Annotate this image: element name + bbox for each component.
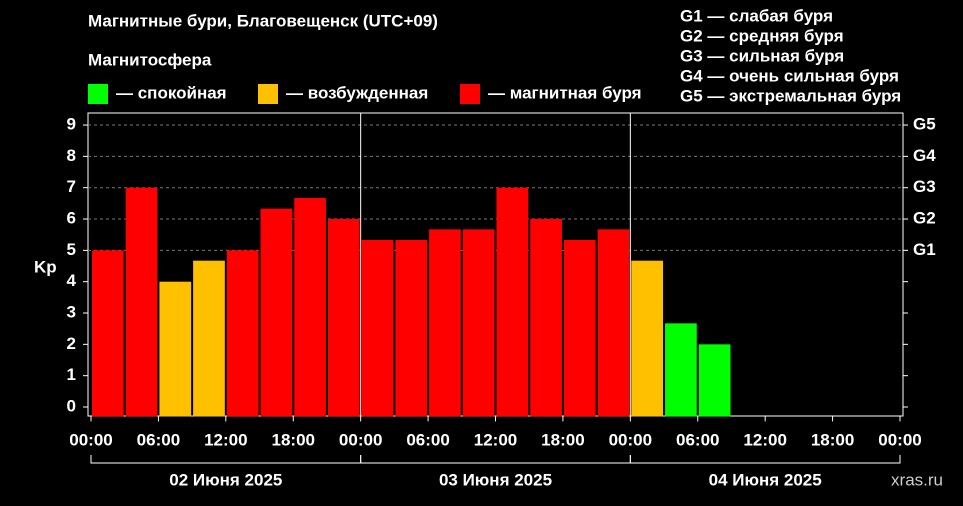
legend-label: — возбужденная bbox=[286, 83, 428, 102]
plot-frame bbox=[87, 112, 904, 417]
day-label: 03 Июня 2025 bbox=[439, 470, 552, 489]
bar bbox=[698, 344, 731, 417]
y-tick-label: 7 bbox=[67, 177, 76, 196]
bar bbox=[159, 281, 192, 417]
bar bbox=[429, 229, 461, 417]
x-tick-label: 12:00 bbox=[743, 430, 786, 449]
x-tick-label: 12:00 bbox=[204, 430, 247, 449]
scale-legend-item: G4 — очень сильная буря bbox=[680, 66, 899, 85]
y-tick-label: 3 bbox=[67, 302, 76, 321]
chart-subtitle: Магнитосфера bbox=[88, 50, 212, 69]
y2-tick-label: G3 bbox=[913, 177, 936, 196]
y-tick-label: 0 bbox=[67, 396, 76, 415]
scale-legend-item: G3 — сильная буря bbox=[680, 46, 844, 65]
day-bracket bbox=[629, 455, 901, 464]
x-tick-label: 18:00 bbox=[272, 430, 315, 449]
chart-title: Магнитные бури, Благовещенск (UTC+09) bbox=[88, 11, 438, 30]
bar bbox=[462, 229, 495, 417]
legend-swatch bbox=[258, 84, 278, 104]
legend-label: — спокойная bbox=[116, 83, 227, 102]
scale-legend-item: G1 — слабая буря bbox=[680, 6, 833, 25]
bar bbox=[226, 250, 259, 417]
x-tick-label: 00:00 bbox=[69, 430, 112, 449]
bar bbox=[395, 240, 428, 417]
bar bbox=[294, 198, 326, 417]
bar bbox=[665, 323, 697, 417]
x-tick-label: 00:00 bbox=[878, 430, 921, 449]
y-tick-label: 9 bbox=[67, 115, 76, 134]
scale-legend-item: G5 — экстремальная буря bbox=[680, 86, 901, 105]
bar bbox=[530, 219, 562, 417]
y-tick-label: 1 bbox=[67, 365, 76, 384]
bar bbox=[496, 187, 529, 417]
bar bbox=[193, 260, 225, 417]
y-axis-label: Kp bbox=[34, 257, 57, 276]
y2-tick-label: G1 bbox=[913, 240, 936, 259]
day-label: 04 Июня 2025 bbox=[709, 470, 822, 489]
x-tick-label: 18:00 bbox=[811, 430, 854, 449]
x-tick-label: 06:00 bbox=[406, 430, 449, 449]
y-tick-label: 4 bbox=[67, 271, 77, 290]
y2-tick-label: G4 bbox=[913, 146, 936, 165]
watermark: xras.ru bbox=[891, 470, 943, 489]
y-tick-label: 5 bbox=[67, 240, 76, 259]
scale-legend-item: G2 — средняя буря bbox=[680, 26, 844, 45]
bar bbox=[597, 229, 630, 417]
bar bbox=[125, 187, 158, 417]
y-tick-label: 2 bbox=[67, 334, 76, 353]
x-tick-label: 12:00 bbox=[474, 430, 517, 449]
legend-swatch bbox=[460, 84, 480, 104]
x-tick-label: 06:00 bbox=[137, 430, 180, 449]
x-tick-label: 00:00 bbox=[609, 430, 652, 449]
bar bbox=[260, 208, 293, 417]
bar bbox=[361, 240, 394, 417]
legend-swatch bbox=[88, 84, 108, 104]
x-tick-label: 06:00 bbox=[676, 430, 719, 449]
y-tick-label: 6 bbox=[67, 209, 76, 228]
y-tick-label: 8 bbox=[67, 146, 76, 165]
x-tick-label: 00:00 bbox=[339, 430, 382, 449]
legend-label: — магнитная буря bbox=[488, 83, 642, 102]
day-label: 02 Июня 2025 bbox=[169, 470, 282, 489]
x-tick-label: 18:00 bbox=[541, 430, 584, 449]
bar bbox=[631, 260, 664, 417]
y2-tick-label: G5 bbox=[913, 115, 936, 134]
bar bbox=[92, 250, 124, 417]
y2-tick-label: G2 bbox=[913, 209, 936, 228]
bar bbox=[327, 219, 360, 417]
bar bbox=[563, 240, 596, 417]
